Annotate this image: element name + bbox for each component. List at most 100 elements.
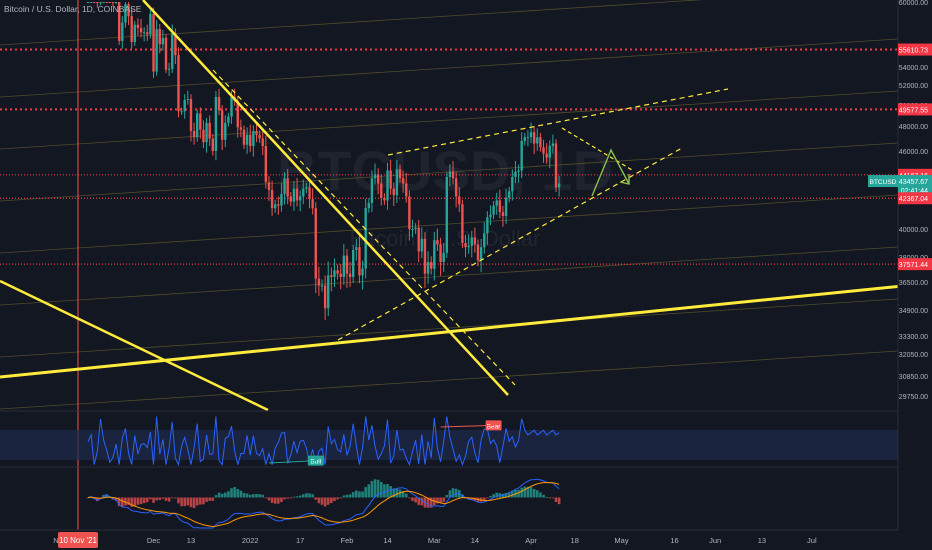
macd-histogram-bar bbox=[401, 491, 405, 498]
candle bbox=[355, 247, 358, 250]
time-tick-label: 14 bbox=[383, 536, 391, 545]
trendline-wedge-lower[interactable] bbox=[337, 147, 683, 341]
macd-histogram-bar bbox=[348, 494, 352, 498]
candle bbox=[167, 68, 171, 70]
macd-histogram-bar bbox=[379, 481, 383, 498]
macd-histogram-bar bbox=[192, 497, 196, 508]
trendline-wedge-upper[interactable] bbox=[387, 88, 729, 156]
macd-histogram-bar bbox=[96, 497, 99, 502]
macd-histogram-bar bbox=[376, 479, 380, 498]
candle bbox=[149, 13, 152, 35]
candle bbox=[102, 2, 105, 3]
candle bbox=[361, 268, 364, 276]
candle bbox=[476, 244, 480, 261]
candle bbox=[380, 183, 383, 198]
macd-histogram-bar bbox=[364, 487, 367, 498]
candle bbox=[405, 183, 408, 197]
macd-histogram-bar bbox=[145, 497, 149, 503]
macd-histogram-bar bbox=[383, 484, 386, 498]
macd-histogram-bar bbox=[298, 495, 302, 498]
price-level-label: 55610.73 bbox=[898, 43, 932, 56]
channel-line bbox=[0, 90, 899, 150]
macd-histogram-bar bbox=[317, 497, 321, 504]
candle bbox=[261, 138, 264, 146]
candle bbox=[520, 141, 523, 171]
macd-histogram-bar bbox=[248, 494, 252, 498]
candle bbox=[545, 153, 548, 158]
candle bbox=[542, 147, 545, 154]
bull-divergence-text: Bull bbox=[310, 459, 321, 466]
candle bbox=[220, 110, 224, 140]
candle bbox=[99, 2, 102, 3]
price-axis[interactable]: 60000.0054000.0052000.0050000.0048000.00… bbox=[897, 0, 932, 550]
candle bbox=[395, 169, 399, 196]
candle bbox=[504, 197, 508, 216]
macd-histogram-bar bbox=[426, 497, 430, 508]
macd-histogram-bar bbox=[370, 481, 374, 498]
candle bbox=[239, 127, 243, 130]
candle bbox=[114, 2, 118, 3]
macd-histogram-bar bbox=[149, 497, 152, 500]
candle bbox=[196, 113, 199, 138]
channel-line bbox=[0, 38, 899, 98]
time-tick-label: Feb bbox=[340, 536, 353, 545]
trendline-descending-dashed[interactable] bbox=[212, 69, 516, 386]
price-tick-label: 36500.00 bbox=[899, 280, 928, 287]
macd-histogram-bar bbox=[551, 497, 555, 499]
candle bbox=[292, 188, 296, 202]
candle bbox=[330, 275, 333, 277]
candle bbox=[267, 182, 271, 190]
watermark-ticker: BTCUSD, 1D bbox=[277, 139, 613, 202]
candle bbox=[376, 174, 380, 184]
candle bbox=[442, 252, 445, 262]
macd-histogram-bar bbox=[158, 497, 162, 500]
candle bbox=[430, 262, 433, 269]
macd-histogram-bar bbox=[408, 497, 411, 499]
candle bbox=[164, 37, 168, 70]
time-tick-label: 13 bbox=[758, 536, 766, 545]
macd-histogram-bar bbox=[292, 496, 296, 498]
price-level-box bbox=[898, 43, 932, 56]
candle bbox=[498, 200, 502, 213]
candle bbox=[274, 204, 277, 209]
trendline-descending-main[interactable] bbox=[142, 0, 509, 396]
macd-histogram-bar bbox=[273, 497, 277, 504]
candle bbox=[467, 245, 470, 248]
macd-histogram-bar bbox=[308, 493, 311, 498]
candle bbox=[127, 4, 130, 17]
candle bbox=[189, 99, 193, 131]
candle bbox=[317, 278, 321, 286]
macd-histogram-bar bbox=[517, 489, 520, 498]
candle bbox=[479, 247, 483, 261]
candle bbox=[242, 129, 246, 145]
macd-histogram-bar bbox=[557, 497, 561, 505]
macd-histogram-bar bbox=[529, 487, 533, 498]
price-tick-label: 29750.00 bbox=[899, 394, 928, 401]
candle bbox=[280, 193, 283, 206]
macd-histogram-bar bbox=[320, 497, 324, 505]
macd-histogram-bar bbox=[436, 497, 439, 504]
candle bbox=[258, 134, 261, 139]
current-price-box bbox=[898, 175, 932, 196]
macd-histogram-bar bbox=[398, 489, 402, 498]
candle bbox=[489, 214, 492, 218]
macd-histogram-bar bbox=[121, 497, 124, 508]
trendline-long-support[interactable] bbox=[0, 281, 932, 379]
candle bbox=[158, 29, 161, 45]
candle bbox=[124, 4, 127, 23]
candle bbox=[230, 97, 233, 117]
projected-path bbox=[591, 148, 630, 197]
price-level-label: 37571.44 bbox=[898, 258, 932, 271]
channel-line bbox=[0, 194, 899, 254]
time-axis[interactable]: NovDec13202217Feb14Mar14Apr18May16Jun13J… bbox=[0, 529, 932, 550]
macd-histogram-bar bbox=[479, 497, 483, 502]
trendline-lower-left[interactable] bbox=[0, 279, 269, 412]
cursor-date-label: 10 Nov '21 bbox=[58, 532, 98, 548]
macd-histogram-bar bbox=[532, 488, 536, 498]
candle bbox=[336, 270, 339, 274]
candle bbox=[417, 227, 420, 252]
price-level-box bbox=[898, 258, 932, 271]
candle bbox=[323, 285, 327, 309]
price-tick-label: 60000.00 bbox=[899, 0, 928, 7]
